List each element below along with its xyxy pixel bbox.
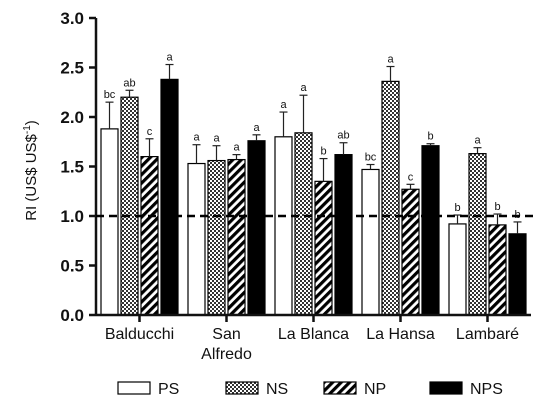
bar-nps bbox=[247, 140, 266, 316]
bar-nps bbox=[421, 145, 440, 316]
legend-swatch-nps bbox=[429, 381, 463, 395]
significance-label: a bbox=[300, 82, 307, 94]
legend-label-np: NP bbox=[364, 381, 386, 398]
bar-nps bbox=[334, 154, 353, 316]
bar-np bbox=[140, 156, 159, 316]
significance-label: ab bbox=[123, 77, 135, 89]
bar-nps bbox=[160, 78, 179, 316]
bar-nps bbox=[508, 233, 527, 316]
bar-np bbox=[488, 224, 507, 316]
significance-label: a bbox=[193, 132, 200, 144]
bar-ns bbox=[468, 153, 487, 316]
bar-ns bbox=[381, 80, 400, 316]
bar-np bbox=[401, 188, 420, 316]
significance-label: a bbox=[474, 135, 481, 147]
significance-label: b bbox=[320, 146, 326, 158]
y-axis-label: RI (US$ US$-1) bbox=[22, 120, 40, 221]
significance-label: a bbox=[233, 142, 240, 154]
bar-ns bbox=[294, 132, 313, 316]
bar-np bbox=[227, 158, 246, 316]
significance-label: c bbox=[147, 126, 153, 138]
legend-label-ns: NS bbox=[266, 381, 288, 398]
bar-ps bbox=[100, 128, 119, 316]
significance-label: b bbox=[454, 202, 460, 214]
legend-swatch-np bbox=[323, 381, 357, 395]
significance-label: ab bbox=[337, 130, 349, 142]
y-tick-label: 3.0 bbox=[60, 9, 84, 28]
bar-ps bbox=[274, 136, 293, 316]
y-tick-label: 1.0 bbox=[60, 207, 84, 226]
significance-label: b bbox=[427, 131, 433, 143]
category-label: Alfredo bbox=[201, 346, 252, 363]
significance-label: c bbox=[408, 171, 414, 183]
y-tick-label: 1.5 bbox=[60, 158, 84, 177]
significance-label: bc bbox=[365, 152, 377, 164]
bar-ns bbox=[120, 96, 139, 316]
significance-label: b bbox=[494, 201, 500, 213]
y-tick-label: 0.0 bbox=[60, 306, 84, 325]
significance-label: bc bbox=[104, 89, 116, 101]
y-tick-label: 2.0 bbox=[60, 108, 84, 127]
bar-np bbox=[314, 180, 333, 316]
y-tick-label: 2.5 bbox=[60, 59, 84, 78]
bar-ns bbox=[207, 159, 226, 316]
bar-ps bbox=[187, 162, 206, 316]
category-label: Balducchi bbox=[105, 326, 174, 343]
legend-label-nps: NPS bbox=[470, 381, 503, 398]
category-label: La Blanca bbox=[278, 326, 349, 343]
legend-label-ps: PS bbox=[158, 381, 179, 398]
legend-swatch-ps bbox=[117, 381, 151, 395]
significance-label: a bbox=[387, 54, 394, 66]
significance-label: a bbox=[213, 133, 220, 145]
category-label: Lambaré bbox=[456, 326, 519, 343]
significance-label: a bbox=[280, 99, 287, 111]
bar-ps bbox=[448, 223, 467, 316]
legend-swatch-ns bbox=[225, 381, 259, 395]
significance-label: a bbox=[253, 122, 260, 134]
plot-area: 0.0 0.5 1.0 1.5 2.0 2.5 3.0 RI (US$ US$-1) Baldu… bbox=[22, 9, 533, 363]
significance-label: a bbox=[166, 52, 173, 64]
bar-ps bbox=[361, 168, 380, 316]
y-tick-label: 0.5 bbox=[60, 257, 84, 276]
category-label: San bbox=[212, 326, 240, 343]
legend: PS NS NP NPS bbox=[117, 381, 503, 398]
category-label: La Hansa bbox=[366, 326, 435, 343]
